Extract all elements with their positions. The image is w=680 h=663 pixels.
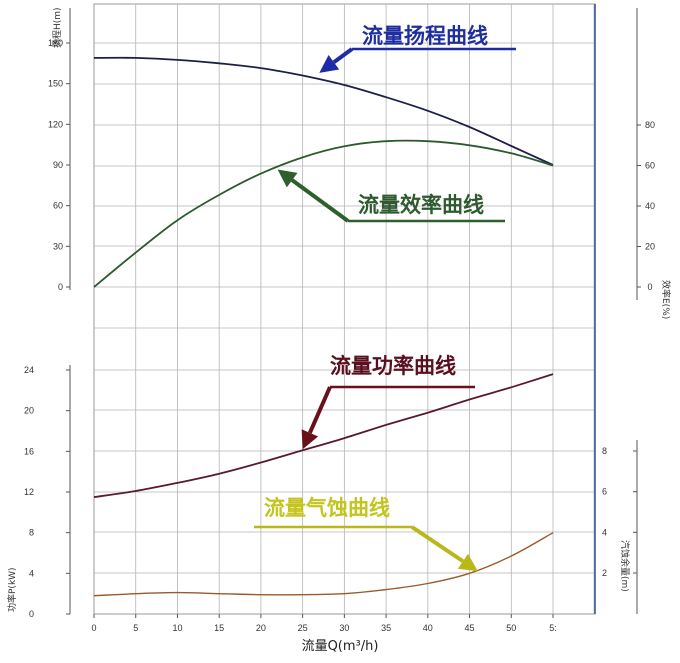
x-axis-tick-label: 10 [172,623,182,633]
x-axis-tick-label: 40 [423,623,433,633]
x-axis-tick-label: 5 [133,623,138,633]
npsh-annotation-arrow-head [457,553,478,572]
head-axis-title: 扬程H(m) [51,7,63,48]
x-axis-tick-label: 35 [381,623,391,633]
x-axis-tick-label: 0 [91,623,96,633]
efficiency-annotation-arrow-head [277,169,298,188]
npsh-axis-tick-label: 2 [602,568,607,578]
efficiency-annotation-arrow-shaft [290,178,350,223]
npsh-curve [93,532,554,597]
efficiency-curve [93,139,554,288]
efficiency-axis-tick-label: 20 [645,242,655,252]
curves [93,56,554,597]
head-curve [93,56,554,166]
grid [93,3,596,615]
npsh-annotation-label: 流量气蚀曲线 [264,496,390,520]
efficiency-axis-tick-label: 80 [645,120,655,130]
power-axis-tick-label: 16 [24,446,34,456]
x-axis-tick-label: 15 [214,623,224,633]
npsh-axis-tick-label: 4 [602,527,607,537]
x-axis-tick-label: 20 [256,623,266,633]
head-axis-tick-label: 150 [48,79,63,89]
head-axis-tick-label: 30 [53,241,63,251]
efficiency-annotation-label: 流量效率曲线 [358,193,484,217]
power-axis-tick-label: 20 [24,406,34,416]
efficiency-axis-tick-label: 40 [645,201,655,211]
power-axis-tick-label: 24 [24,365,34,375]
efficiency-axis-tick-label: 0 [647,282,652,292]
head-axis-tick-label: 180 [48,38,63,48]
power-axis-tick-label: 12 [24,487,34,497]
x-axis-tick-label: 50 [506,623,516,633]
npsh-axis-tick-label: 8 [602,446,607,456]
power-axis-tick-label: 0 [29,609,34,619]
power-axis-tick-label: 8 [29,528,34,538]
axes: 0306090120150180048121620240204060802468… [6,7,672,654]
power-annotation-arrow-head [301,429,319,450]
head-axis-tick-label: 60 [53,201,63,211]
head-axis-tick-label: 0 [58,282,63,292]
power-annotation-label: 流量功率曲线 [330,354,456,378]
head-annotation-arrow-head [319,54,340,73]
head-axis-tick-label: 90 [53,160,63,170]
efficiency-axis-title: 效率E(%) [660,280,672,319]
power-axis-title: 功率P(kW) [6,567,18,612]
power-curve [93,373,554,498]
x-axis-tick-label: 45 [465,623,475,633]
efficiency-axis-tick-label: 60 [645,161,655,171]
head-axis-tick-label: 120 [48,119,63,129]
power-axis-tick-label: 4 [29,568,34,578]
head-annotation-label: 流量扬程曲线 [362,24,488,48]
head-annotation-arrow-shaft [332,47,354,64]
power-annotation-arrow-shaft [308,386,332,434]
x-axis-tick-label: 25 [298,623,308,633]
x-axis-tick-label: 30 [339,623,349,633]
x-axis-title: 流量Q(m³/h) [302,639,379,654]
npsh-axis-title: 汽蚀余量(m) [619,540,631,592]
npsh-axis-tick-label: 6 [602,487,607,497]
npsh-annotation-arrow-shaft [410,525,465,563]
x-axis-tick-label: 5: [549,623,557,633]
